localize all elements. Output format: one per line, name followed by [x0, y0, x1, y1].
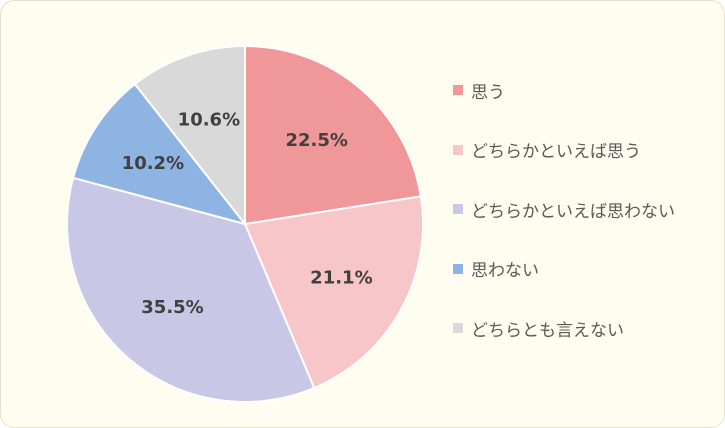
- pie-slice-5: [133, 44, 246, 227]
- legend-item-1: 思う: [453, 77, 675, 103]
- legend-swatch: [453, 85, 463, 95]
- data-label-5: 10.6%: [178, 110, 240, 131]
- pie-slices: [66, 44, 424, 403]
- legend-label: 思わない: [471, 261, 539, 281]
- legend-swatch: [453, 144, 463, 155]
- legend-item-4: 思わない: [453, 256, 675, 282]
- pie-data-labels: 22.5% 21.1% 35.5% 10.2% 10.6%: [122, 110, 373, 319]
- pie-slice-2: [243, 195, 424, 390]
- legend-label: どちらかといえば思う: [471, 142, 641, 162]
- legend-item-2: どちらかといえば思う: [453, 137, 675, 163]
- legend-swatch: [453, 323, 463, 333]
- pie-slice-4: [71, 82, 248, 226]
- legend-swatch: [453, 263, 463, 274]
- legend-swatch: [453, 204, 463, 214]
- pie-slice-3: [66, 176, 316, 403]
- legend-label: 思う: [471, 82, 505, 103]
- data-label-2: 21.1%: [310, 268, 372, 289]
- legend-item-5: どちらとも言えない: [453, 315, 675, 341]
- legend-label: どちらとも言えない: [471, 320, 624, 341]
- pie-slice-1: [244, 44, 422, 226]
- data-label-1: 22.5%: [285, 130, 347, 151]
- chart-legend: 思うどちらかといえば思うどちらかといえば思わない 思わないどちらとも言えない: [453, 77, 675, 375]
- data-label-3: 35.5%: [141, 297, 203, 318]
- data-label-4: 10.2%: [122, 153, 184, 174]
- legend-item-3: どちらかといえば思わない: [453, 196, 675, 222]
- legend-label: どちらかといえば思わない: [471, 201, 675, 222]
